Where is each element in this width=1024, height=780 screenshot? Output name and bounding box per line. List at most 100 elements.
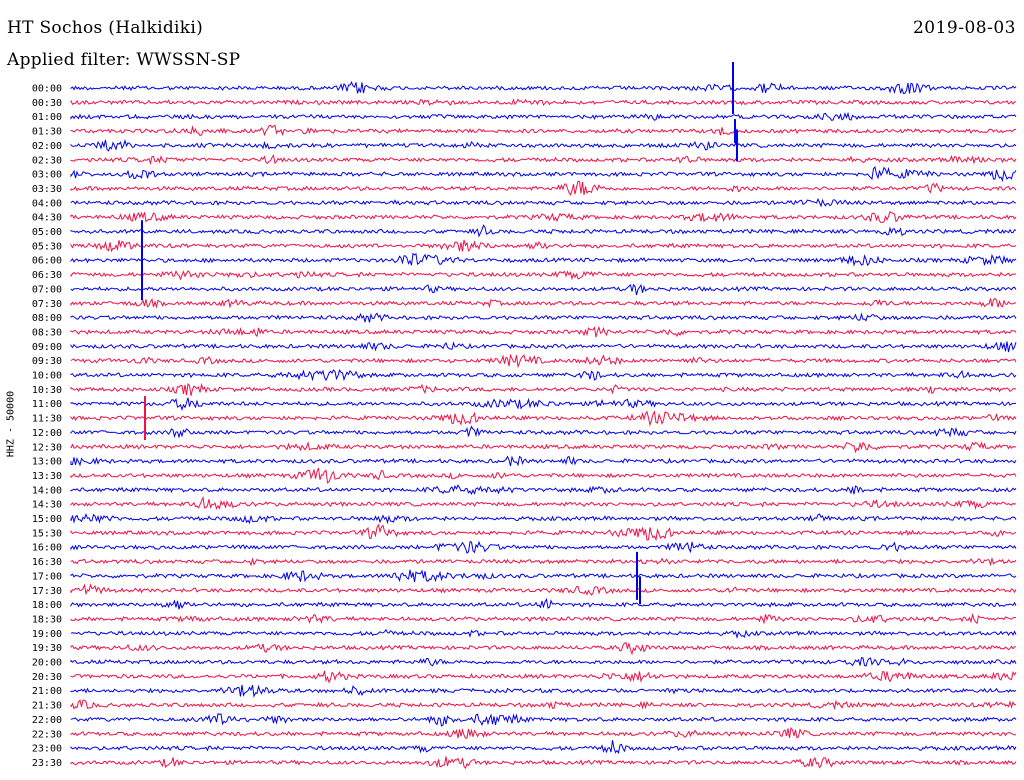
row-time-label: 15:00 [32, 514, 62, 525]
trace-row [70, 197, 1017, 208]
traces [70, 62, 1017, 770]
trace-row [70, 684, 1017, 699]
row-time-label: 23:30 [32, 758, 62, 769]
row-time-label: 01:00 [32, 112, 62, 123]
trace-row [70, 341, 1017, 353]
row-time-label: 13:00 [32, 457, 62, 468]
trace-row [70, 425, 1017, 439]
trace-row [70, 484, 1017, 496]
trace-row [70, 180, 1017, 196]
row-time-label: 05:00 [32, 227, 62, 238]
row-time-label: 04:30 [32, 213, 62, 224]
row-time-label: 21:30 [32, 701, 62, 712]
trace-row [70, 353, 1017, 369]
trace-row [70, 252, 1017, 267]
row-time-label: 20:00 [32, 658, 62, 669]
trace-row [70, 410, 1017, 427]
trace-row [70, 239, 1017, 253]
row-time-label: 03:30 [32, 184, 62, 195]
row-time-label: 22:00 [32, 715, 62, 726]
trace-row [70, 441, 1017, 454]
row-time-label: 19:00 [32, 629, 62, 640]
station-title: HT Sochos (Halkidiki) [7, 18, 204, 38]
trace-row [70, 583, 1017, 596]
row-time-label: 01:30 [32, 127, 62, 138]
trace-row [70, 312, 1017, 323]
trace-row [70, 523, 1017, 542]
row-time-label: 17:00 [32, 571, 62, 582]
row-time-label: 10:30 [32, 385, 62, 396]
trace-row [70, 111, 1017, 121]
row-time-label: 14:30 [32, 500, 62, 511]
trace-row [70, 656, 1017, 667]
trace-row [70, 81, 1017, 95]
trace-row [70, 98, 1017, 107]
row-time-label: 08:30 [32, 327, 62, 338]
row-time-label: 15:30 [32, 528, 62, 539]
row-time-label: 23:00 [32, 744, 62, 755]
trace-row [70, 597, 1017, 610]
row-time-label: 21:00 [32, 686, 62, 697]
trace-row [70, 369, 1017, 382]
row-time-label: 09:00 [32, 342, 62, 353]
row-time-label: 04:00 [32, 198, 62, 209]
trace-row [70, 540, 1017, 554]
row-time-label: 02:30 [32, 155, 62, 166]
row-time-label: 00:00 [32, 84, 62, 95]
trace-row [70, 138, 1017, 152]
trace-row [70, 726, 1017, 739]
row-time-label: 00:30 [32, 98, 62, 109]
trace-row [70, 569, 1017, 583]
trace-row [70, 670, 1017, 684]
date-label: 2019-08-03 [912, 18, 1016, 38]
trace-row [70, 325, 1017, 338]
trace-row [70, 124, 1017, 137]
row-time-label: 17:30 [32, 586, 62, 597]
trace-row [70, 154, 1017, 166]
trace-row [70, 397, 1017, 412]
row-time-label: 16:30 [32, 557, 62, 568]
trace-row [70, 269, 1016, 281]
row-time-label: 13:30 [32, 471, 62, 482]
trace-row [70, 628, 1017, 639]
trace-row [70, 699, 1017, 711]
trace-row [70, 455, 1017, 467]
row-time-label: 06:00 [32, 256, 62, 267]
row-time-label: 02:00 [32, 141, 62, 152]
row-time-label: 19:30 [32, 643, 62, 654]
trace-row [70, 283, 1017, 296]
row-time-label: 12:00 [32, 428, 62, 439]
row-time-label: 14:00 [32, 485, 62, 496]
row-time-label: 12:30 [32, 442, 62, 453]
trace-row [70, 211, 1017, 224]
trace-row [70, 166, 1017, 183]
row-time-label: 18:00 [32, 600, 62, 611]
trace-row [70, 382, 1017, 396]
row-labels: 00:00 00:30 01:00 01:30 02:00 02:30 03:00 03:30… [32, 84, 62, 769]
row-time-label: 06:30 [32, 270, 62, 281]
trace-row [70, 740, 1017, 755]
filter-label: Applied filter: WWSSN-SP [7, 50, 241, 70]
trace-row [70, 642, 1017, 656]
row-time-label: 11:00 [32, 399, 62, 410]
row-time-label: 08:00 [32, 313, 62, 324]
trace-row [70, 556, 1017, 567]
row-time-label: 22:30 [32, 729, 62, 740]
row-time-label: 16:00 [32, 543, 62, 554]
row-time-label: 07:30 [32, 299, 62, 310]
trace-row [70, 512, 1017, 525]
row-time-label: 03:00 [32, 170, 62, 181]
trace-row [70, 713, 1017, 727]
trace-row [70, 495, 1017, 510]
trace-row [70, 297, 1017, 309]
trace-row [70, 612, 1017, 625]
row-time-label: 09:30 [32, 356, 62, 367]
row-time-label: 20:30 [32, 672, 62, 683]
row-time-label: 07:00 [32, 284, 62, 295]
row-time-label: 10:00 [32, 371, 62, 382]
trace-row [70, 756, 1017, 770]
row-time-label: 05:30 [32, 241, 62, 252]
row-time-label: 18:30 [32, 614, 62, 625]
row-time-label: 11:30 [32, 414, 62, 425]
